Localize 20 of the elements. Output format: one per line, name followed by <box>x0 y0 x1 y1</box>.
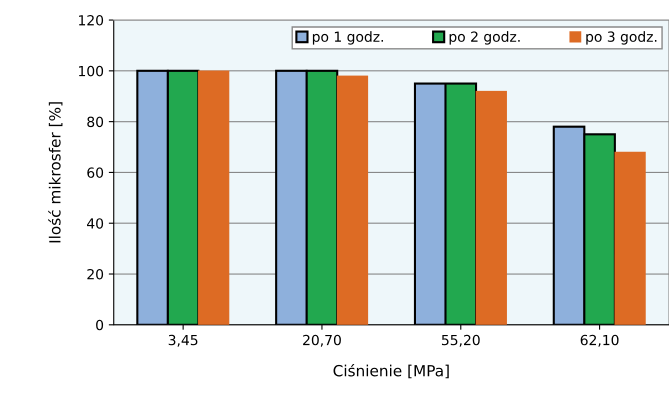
y-axis-title: Ilość mikrosfer [%] <box>48 102 62 242</box>
x-axis-title: Ciśnienie [MPa] <box>334 364 449 378</box>
bar <box>476 90 507 325</box>
x-tick-label: 3,45 <box>168 334 198 347</box>
x-tick-label: 62,10 <box>580 334 619 347</box>
y-tick-label: 120 <box>79 15 104 26</box>
bar <box>336 76 368 325</box>
y-tick-label: 0 <box>96 320 104 330</box>
legend-label: po 3 godz. <box>586 31 656 45</box>
y-tick-label: 80 <box>87 116 104 128</box>
y-tick-label: 60 <box>87 167 104 178</box>
x-tick-label: 55,20 <box>442 334 480 347</box>
bar <box>614 152 646 325</box>
legend-label: po 2 godz. <box>450 31 520 45</box>
bar <box>198 70 230 325</box>
x-tick-label: 20,70 <box>303 334 341 347</box>
y-tick-label: 20 <box>87 268 104 280</box>
y-tick-label: 100 <box>79 66 104 76</box>
y-tick-label: 40 <box>87 218 104 229</box>
legend-label: po 1 godz. <box>312 31 383 45</box>
